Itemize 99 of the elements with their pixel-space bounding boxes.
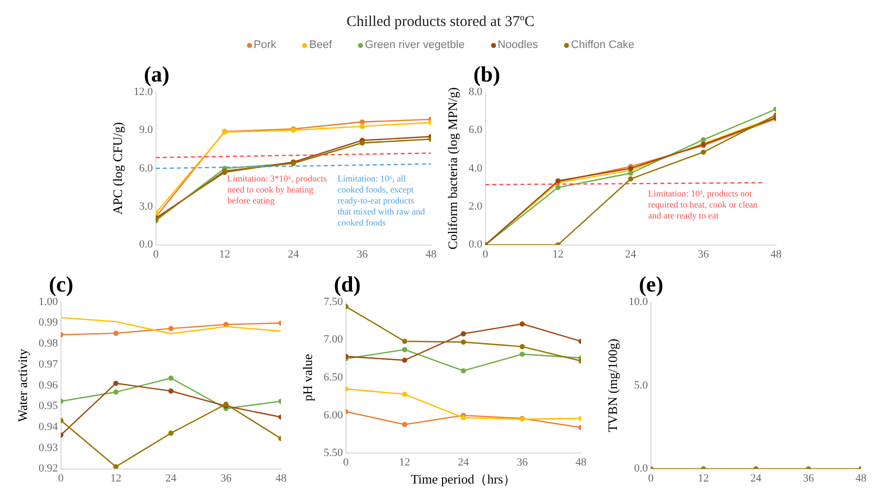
x-tick-label: 36 (802, 472, 814, 484)
y-tick-label: 0.95 (38, 400, 58, 412)
point (168, 376, 174, 381)
y-tick-label: 0.99 (38, 316, 58, 329)
point (402, 422, 408, 428)
chart-title: Chilled products stored at 37ºC (346, 14, 536, 31)
point (113, 464, 118, 469)
point (460, 339, 466, 345)
point (168, 326, 174, 332)
point (360, 119, 365, 125)
point (700, 137, 706, 142)
y-tick-label: 6.50 (324, 371, 344, 384)
point (168, 388, 174, 394)
point (402, 338, 408, 344)
y-axis-title: pH value (300, 354, 316, 402)
x-tick-label: 48 (426, 248, 437, 260)
x-tick-label: 48 (276, 472, 287, 484)
y-tick-label: 8.0 (468, 86, 483, 98)
x-tick-label: 0 (58, 472, 64, 484)
y-tick-label: 7.00 (324, 334, 344, 346)
y-tick-label: 5.0 (634, 379, 648, 392)
x-tick-label: 12 (698, 472, 709, 484)
y-tick-label: 6.0 (468, 124, 483, 136)
y-tick-label: 0.0 (468, 238, 483, 251)
x-axis-title: Time period（hrs） (410, 472, 516, 487)
legend-label: Noodles (496, 39, 538, 51)
y-tick-label: 0.92 (38, 462, 58, 475)
y-tick-label: 2.0 (468, 200, 483, 212)
y-tick-label: 4.0 (468, 162, 483, 174)
point (520, 321, 525, 327)
x-tick-label: 36 (220, 472, 232, 484)
y-axis-title: Coliform bacteria (log MPN/g) (445, 87, 460, 250)
x-tick-label: 0 (343, 456, 350, 469)
point (460, 368, 466, 374)
x-tick-label: 48 (770, 248, 782, 260)
annotation: Limitation: 10³, products not required to heat, cook or clean and are ready to eat (648, 188, 758, 221)
legend-label: Pork (252, 39, 276, 51)
point (402, 358, 408, 363)
x-tick-label: 24 (458, 456, 470, 469)
chart-title: (b) (473, 62, 500, 87)
chart-title: (e) (638, 272, 664, 297)
point (628, 170, 634, 176)
x-tick-label: 36 (356, 248, 368, 260)
point (628, 176, 634, 182)
y-axis-title: TVBN (mg/100g) (605, 338, 620, 432)
x-tick-label: 0 (482, 248, 489, 260)
point (520, 344, 525, 350)
point (700, 150, 706, 155)
y-tick-label: 12.0 (134, 86, 154, 98)
y-tick-label: 6.00 (324, 409, 344, 422)
x-tick-label: 12 (110, 472, 122, 484)
y-tick-label: 1.00 (38, 296, 58, 308)
point (113, 380, 118, 386)
legend-label: Beef (308, 39, 332, 51)
point (360, 124, 365, 129)
y-tick-label: 0.94 (38, 420, 58, 433)
x-tick-label: 24 (750, 472, 762, 484)
annotation: Limitation: 3*10⁶, products need to cook by heating before eating (227, 173, 328, 206)
x-tick-label: 12 (399, 456, 410, 469)
y-tick-label: 6.0 (139, 162, 154, 174)
x-tick-label: 24 (165, 472, 177, 484)
point (402, 347, 408, 352)
point (555, 184, 561, 190)
y-tick-label: 10.0 (628, 296, 648, 308)
x-tick-label: 0 (153, 248, 160, 260)
y-tick-label: 3.0 (139, 200, 154, 212)
y-tick-label: 0.0 (139, 238, 154, 251)
legend-label: Green river vegetble (364, 39, 465, 51)
x-tick-label: 36 (516, 456, 528, 469)
point (460, 415, 466, 420)
x-tick-label: 24 (288, 248, 300, 260)
point (168, 430, 174, 436)
y-tick-label: 0.93 (38, 442, 58, 454)
legend-label: Chiffon Cake (570, 39, 634, 51)
point (113, 389, 118, 395)
x-tick-label: 12 (552, 248, 564, 260)
point (402, 392, 408, 397)
y-tick-label: 5.50 (324, 447, 344, 460)
x-tick-label: 0 (648, 472, 654, 484)
y-tick-label: 0.96 (38, 379, 58, 392)
point (113, 330, 118, 336)
chart-title: (d) (334, 272, 361, 297)
x-tick-label: 12 (219, 248, 230, 260)
x-tick-label: 36 (698, 248, 710, 260)
chart-subtitle: (a) (144, 62, 170, 87)
y-tick-label: 7.50 (324, 296, 344, 308)
y-tick-label: 0.97 (38, 358, 58, 370)
annotation: Limitation: 10⁶, all cooked foods, except ready-to-eat products that mixed with raw and cooked foods (337, 173, 426, 228)
point (460, 331, 466, 336)
y-tick-label: 0.0 (634, 462, 648, 475)
point (520, 352, 525, 357)
y-tick-label: 0.98 (38, 338, 58, 350)
x-tick-label: 48 (576, 456, 587, 469)
y-axis-title: APC (log CFU/g) (110, 122, 126, 215)
y-axis-title: Water activity (15, 348, 30, 422)
chart-title: (c) (48, 272, 74, 297)
y-tick-label: 9.0 (139, 124, 154, 136)
x-tick-label: 48 (856, 472, 867, 484)
x-tick-label: 24 (625, 248, 637, 260)
